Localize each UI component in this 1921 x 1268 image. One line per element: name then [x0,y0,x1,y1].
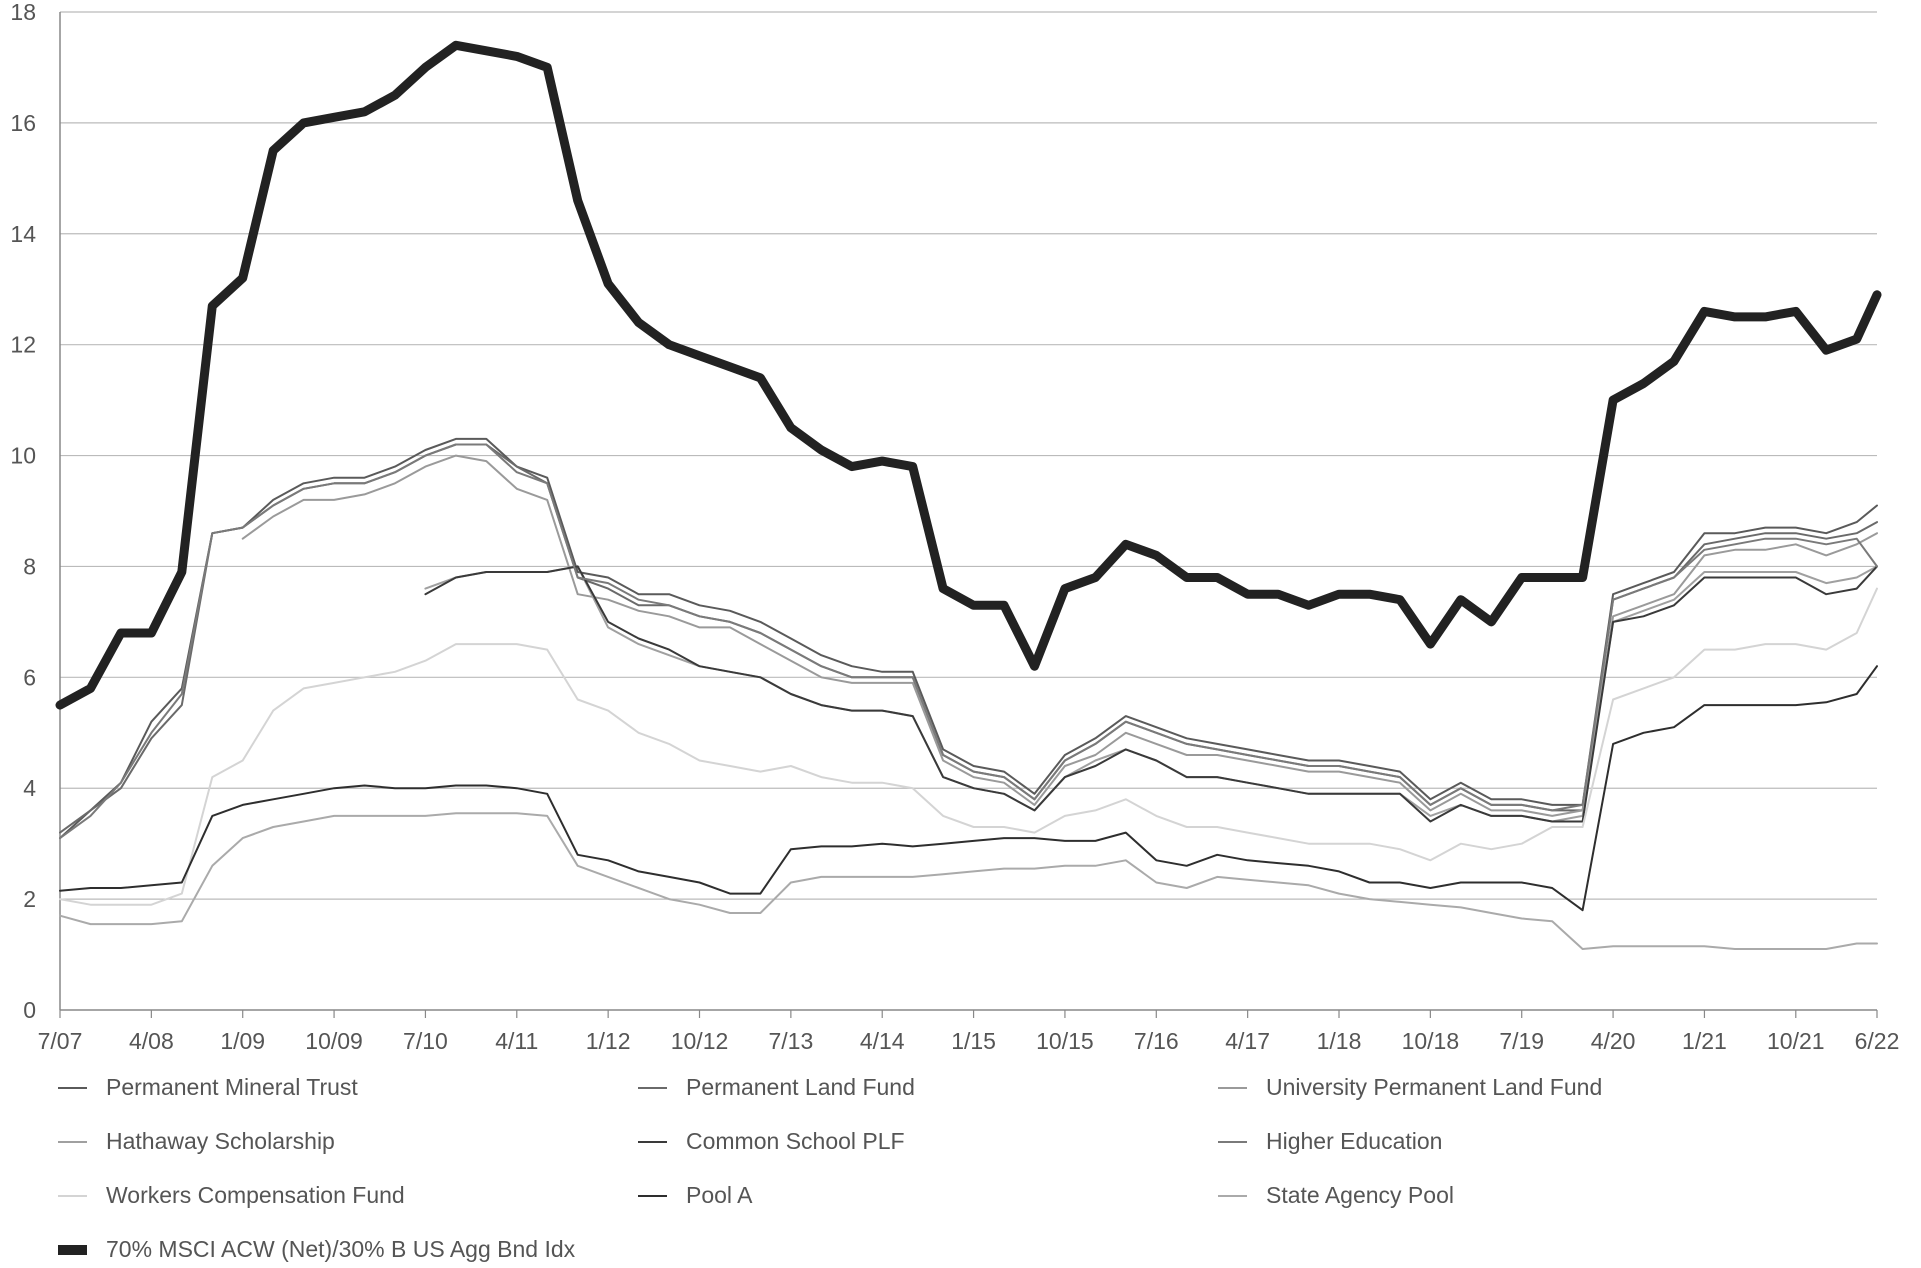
x-tick-label: 4/20 [1591,1028,1636,1054]
series-line-common-school-plf [424,565,1878,823]
series-line-workers-compensation-fund [59,587,1878,906]
x-tick-label: 6/22 [1855,1028,1900,1054]
x-tick-label: 10/15 [1036,1028,1094,1054]
y-tick-label: 0 [23,997,36,1023]
series-line-70-msci-acw-net-30-b-us-agg-bnd-idx [55,40,1882,710]
x-tick-label: 1/09 [220,1028,265,1054]
x-tick-label: 1/18 [1317,1028,1362,1054]
y-tick-label: 8 [23,553,36,579]
series-line-pool-a [59,665,1878,912]
legend-label: Common School PLF [686,1128,905,1154]
legend-label: University Permanent Land Fund [1266,1074,1602,1100]
x-tick-label: 10/09 [305,1028,363,1054]
gridlines [59,11,1877,1011]
y-tick-label: 6 [23,664,36,690]
y-tick-label: 10 [10,443,36,469]
series-line-higher-education [59,443,1878,840]
y-tick-label: 16 [10,110,36,136]
y-tick-label: 4 [23,775,36,801]
x-tick-label: 7/07 [38,1028,83,1054]
y-tick-label: 2 [23,886,36,912]
x-tick-label: 7/10 [403,1028,448,1054]
series-line-state-agency-pool [59,812,1878,950]
x-tick-label: 10/18 [1402,1028,1460,1054]
x-tick-label: 10/21 [1767,1028,1825,1054]
y-tick-label: 14 [10,221,36,247]
x-tick-label: 4/17 [1225,1028,1270,1054]
x-tick-label: 7/19 [1499,1028,1544,1054]
legend: Permanent Mineral Trust Permanent Land Fu… [58,1074,1602,1262]
legend-label: Workers Compensation Fund [106,1182,405,1208]
series-lines [55,40,1882,950]
x-tick-label: 4/14 [860,1028,905,1054]
y-tick-label: 18 [10,0,36,25]
x-tick-label: 7/16 [1134,1028,1179,1054]
y-axis-ticks: 0 2 4 6 8 10 12 14 16 18 [10,0,36,1023]
legend-label: Higher Education [1266,1128,1442,1154]
legend-label: 70% MSCI ACW (Net)/30% B US Agg Bnd Idx [106,1236,576,1262]
y-tick-label: 12 [10,332,36,358]
legend-label: Permanent Mineral Trust [106,1074,358,1100]
series-line-university-permanent-land-fund [241,454,1878,817]
x-tick-label: 1/12 [586,1028,631,1054]
x-tick-label: 7/13 [768,1028,813,1054]
series-line-permanent-mineral-trust [59,437,1878,840]
x-tick-label: 4/11 [495,1028,538,1054]
legend-label: State Agency Pool [1266,1182,1454,1208]
legend-label: Hathaway Scholarship [106,1128,335,1154]
x-axis: 7/07 4/08 1/09 10/09 7/10 4/11 1/12 10/12 7/13 4/… [38,1010,1900,1054]
x-tick-label: 10/12 [671,1028,729,1054]
x-tick-label: 1/15 [951,1028,996,1054]
legend-label: Permanent Land Fund [686,1074,915,1100]
x-tick-label: 1/21 [1682,1028,1727,1054]
legend-label: Pool A [686,1182,753,1208]
x-tick-label: 4/08 [129,1028,174,1054]
